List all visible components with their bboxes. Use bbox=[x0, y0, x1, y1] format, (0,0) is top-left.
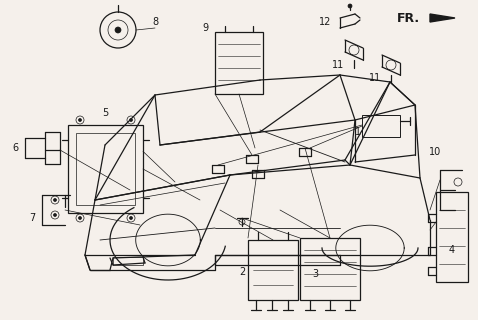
Bar bbox=[436, 192, 468, 282]
Circle shape bbox=[78, 118, 82, 122]
Bar bbox=[113, 257, 143, 265]
Text: 2: 2 bbox=[239, 267, 245, 277]
Circle shape bbox=[54, 198, 56, 202]
Text: 8: 8 bbox=[152, 17, 158, 27]
Circle shape bbox=[130, 217, 132, 220]
Text: 7: 7 bbox=[29, 213, 35, 223]
Bar bbox=[215, 32, 263, 94]
Bar bbox=[68, 125, 143, 213]
Text: 1: 1 bbox=[355, 127, 361, 137]
Text: 3: 3 bbox=[312, 269, 318, 279]
Polygon shape bbox=[430, 14, 455, 22]
Bar bbox=[76, 133, 135, 205]
Text: 6: 6 bbox=[12, 143, 18, 153]
Text: 4: 4 bbox=[449, 245, 455, 255]
Circle shape bbox=[348, 4, 352, 8]
Circle shape bbox=[130, 118, 132, 122]
Text: 9: 9 bbox=[202, 23, 208, 33]
Text: 12: 12 bbox=[319, 17, 331, 27]
Text: 11: 11 bbox=[369, 73, 381, 83]
Circle shape bbox=[115, 27, 121, 33]
Bar bbox=[248, 240, 298, 300]
Text: FR.: FR. bbox=[396, 12, 420, 25]
Text: 11: 11 bbox=[332, 60, 344, 70]
Text: 5: 5 bbox=[102, 108, 109, 118]
Bar bbox=[362, 115, 400, 137]
Circle shape bbox=[78, 217, 82, 220]
Bar bbox=[300, 238, 360, 300]
Text: 10: 10 bbox=[429, 147, 441, 157]
Circle shape bbox=[54, 213, 56, 217]
